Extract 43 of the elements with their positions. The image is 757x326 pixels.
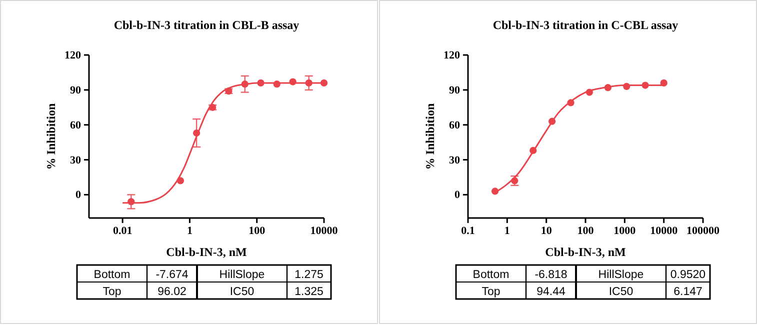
- y-tick-label: 90: [449, 84, 460, 96]
- x-tick-label: 10000: [310, 224, 338, 237]
- text: IC50: [230, 286, 254, 298]
- text: HillSlope: [219, 269, 265, 281]
- chart-title: Cbl-b-IN-3 titration in C-CBL assay: [492, 18, 678, 32]
- x-tick-label: 100000: [686, 224, 720, 237]
- chart-title: Cbl-b-IN-3 titration in CBL-B assay: [114, 18, 300, 32]
- x-tick-label: 1000: [614, 224, 636, 237]
- y-tick-label: 0: [76, 189, 82, 202]
- x-axis-title: Cbl-b-IN-3, nM: [166, 245, 247, 259]
- text: 1.275: [294, 269, 324, 281]
- y-tick-label: 120: [444, 50, 460, 62]
- x-tick-label: 100: [577, 224, 594, 237]
- y-axis-title: % Inhibition: [423, 103, 437, 170]
- text: Top: [482, 286, 500, 298]
- text: Bottom: [94, 269, 130, 281]
- x-axis-title: Cbl-b-IN-3, nM: [545, 245, 626, 259]
- y-tick-label: 0: [454, 189, 460, 202]
- text: -6.818: [534, 269, 568, 281]
- text: Bottom: [472, 269, 510, 281]
- text: 94.44: [536, 286, 566, 298]
- text: IC50: [608, 286, 634, 298]
- text: -7.674: [156, 269, 189, 281]
- y-tick-label: 30: [449, 154, 460, 166]
- y-tick-label: 60: [70, 119, 82, 132]
- y-axis-title: % Inhibition: [44, 103, 58, 170]
- text: HillSlope: [598, 269, 644, 281]
- y-tick-label: 30: [70, 154, 82, 166]
- text: 6.147: [674, 286, 702, 298]
- x-tick-label: 0.01: [112, 224, 132, 237]
- text: Top: [102, 286, 122, 298]
- y-tick-label: 90: [70, 84, 82, 96]
- x-tick-label: 10: [540, 224, 552, 237]
- text: 1.325: [294, 286, 324, 298]
- y-tick-label: 60: [449, 119, 460, 132]
- x-tick-label: 1: [186, 224, 192, 237]
- text: 0.9520: [670, 269, 706, 281]
- x-tick-label: 1: [504, 224, 510, 237]
- x-tick-label: 0.1: [461, 224, 475, 237]
- x-tick-label: 100: [248, 224, 266, 237]
- x-tick-label: 10000: [650, 224, 678, 237]
- y-tick-label: 120: [64, 50, 82, 62]
- text: 96.02: [158, 286, 186, 298]
